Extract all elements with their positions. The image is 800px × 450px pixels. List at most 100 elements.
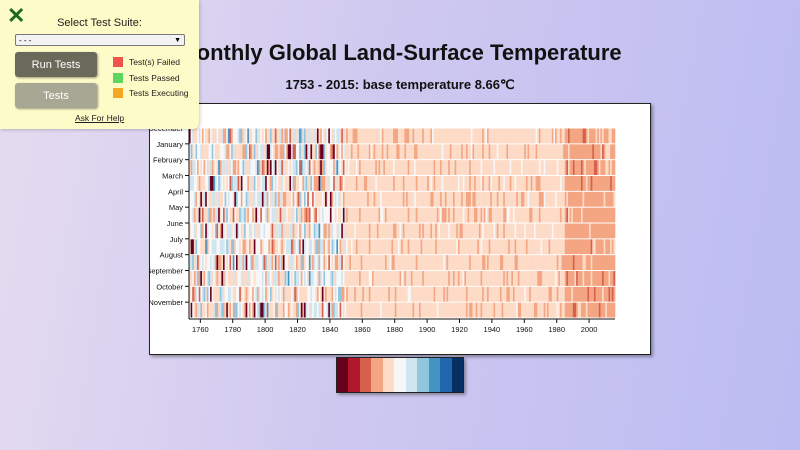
heatmap-cell — [224, 176, 227, 191]
heatmap-cell — [605, 176, 608, 191]
heatmap-cell — [540, 223, 543, 239]
test-suite-select[interactable]: - - - ▼ — [15, 34, 185, 46]
heatmap-cell — [318, 128, 321, 144]
heatmap-cell — [384, 286, 387, 302]
heatmap-cell — [302, 207, 305, 223]
heatmap-cell — [336, 255, 339, 270]
heatmap-cell — [346, 302, 349, 318]
heatmap-cell — [530, 144, 533, 160]
heatmap-cell — [388, 302, 391, 318]
heatmap-cell — [250, 191, 253, 207]
heatmap-cell — [529, 223, 532, 239]
heatmap-cell — [237, 144, 240, 160]
heatmap-cell — [240, 144, 243, 160]
heatmap-cell — [555, 239, 557, 255]
heatmap-cell — [543, 191, 546, 207]
heatmap-cell — [427, 255, 430, 270]
heatmap-cell — [302, 286, 305, 302]
close-icon[interactable]: ✕ — [7, 3, 26, 28]
heatmap-cell — [602, 128, 604, 144]
heatmap-cell — [247, 128, 250, 144]
heatmap-cell — [205, 255, 208, 270]
heatmap-cell — [508, 128, 511, 144]
heatmap-cell — [603, 144, 606, 160]
heatmap-cell — [514, 223, 517, 239]
heatmap-cell — [422, 191, 425, 207]
heatmap-cell — [512, 144, 515, 160]
heatmap-cell — [576, 176, 579, 191]
heatmap-cell — [564, 302, 567, 318]
heatmap-cell — [475, 176, 478, 191]
heatmap-cell — [375, 160, 378, 175]
heatmap-cell — [258, 207, 261, 223]
run-tests-button[interactable]: Run Tests — [15, 52, 97, 77]
heatmap-cell — [613, 255, 616, 270]
ask-for-help-link[interactable]: Ask For Help — [74, 113, 125, 123]
heatmap-cell — [440, 144, 442, 160]
heatmap-cell — [304, 302, 306, 318]
heatmap-cell — [551, 191, 554, 207]
heatmap-cell — [534, 223, 536, 239]
heatmap-cell — [553, 255, 556, 270]
heatmap-cell — [368, 223, 371, 239]
heatmap-cell — [499, 255, 502, 270]
heatmap-cell — [540, 191, 543, 207]
heatmap-cell — [378, 223, 381, 239]
heatmap-cell — [231, 160, 234, 175]
heatmap-cell — [302, 302, 305, 318]
heatmap-cell — [223, 144, 225, 160]
heatmap-cell — [373, 160, 376, 175]
heatmap-cell — [218, 271, 221, 286]
heatmap-cell — [291, 128, 293, 144]
heatmap-cell — [342, 207, 345, 223]
heatmap-cell — [299, 176, 302, 191]
heatmap-cell — [266, 160, 269, 175]
heatmap-cell — [206, 144, 209, 160]
heatmap-cell — [433, 239, 436, 255]
heatmap-cell — [425, 207, 428, 223]
heatmap-cell — [457, 239, 460, 255]
heatmap-cell — [451, 223, 454, 239]
heatmap-cell — [436, 160, 439, 175]
heatmap-cell — [252, 286, 255, 302]
heatmap-cell — [404, 286, 407, 302]
month-label: July — [170, 235, 184, 244]
heatmap-cell — [537, 223, 540, 239]
heatmap-cell — [313, 255, 316, 270]
heatmap-cell — [534, 239, 536, 255]
heatmap-cell — [401, 271, 404, 286]
heatmap-cell — [453, 286, 455, 302]
heatmap-cell — [320, 255, 323, 270]
heatmap-cell — [406, 128, 408, 144]
heatmap-cell — [412, 144, 415, 160]
heatmap-cell — [200, 286, 203, 302]
heatmap-cell — [388, 191, 391, 207]
heatmap-cell — [441, 239, 444, 255]
heatmap-cell — [386, 128, 389, 144]
heatmap-cell — [410, 286, 413, 302]
heatmap-cell — [370, 271, 373, 286]
heatmap-cell — [441, 302, 444, 318]
heatmap-cell — [250, 286, 253, 302]
heatmap-cell — [289, 207, 292, 223]
heatmap-cell — [223, 255, 225, 270]
heatmap-cell — [281, 286, 284, 302]
heatmap-cell — [342, 255, 345, 270]
heatmap-cell — [299, 286, 302, 302]
heatmap-cell — [590, 239, 593, 255]
heatmap-cell — [556, 191, 559, 207]
heatmap-cell — [299, 144, 302, 160]
heatmap-cell — [367, 144, 370, 160]
heatmap-cell — [525, 286, 528, 302]
heatmap-cell — [525, 255, 528, 270]
heatmap-cell — [410, 191, 413, 207]
heatmap-cell — [524, 286, 527, 302]
heatmap-cell — [237, 223, 240, 239]
heatmap-cell — [420, 144, 423, 160]
heatmap-cell — [480, 128, 483, 144]
tests-button[interactable]: Tests — [15, 83, 97, 108]
heatmap-cell — [482, 271, 485, 286]
heatmap-cell — [260, 160, 263, 175]
heatmap-cell — [428, 271, 431, 286]
heatmap-cell — [321, 302, 324, 318]
